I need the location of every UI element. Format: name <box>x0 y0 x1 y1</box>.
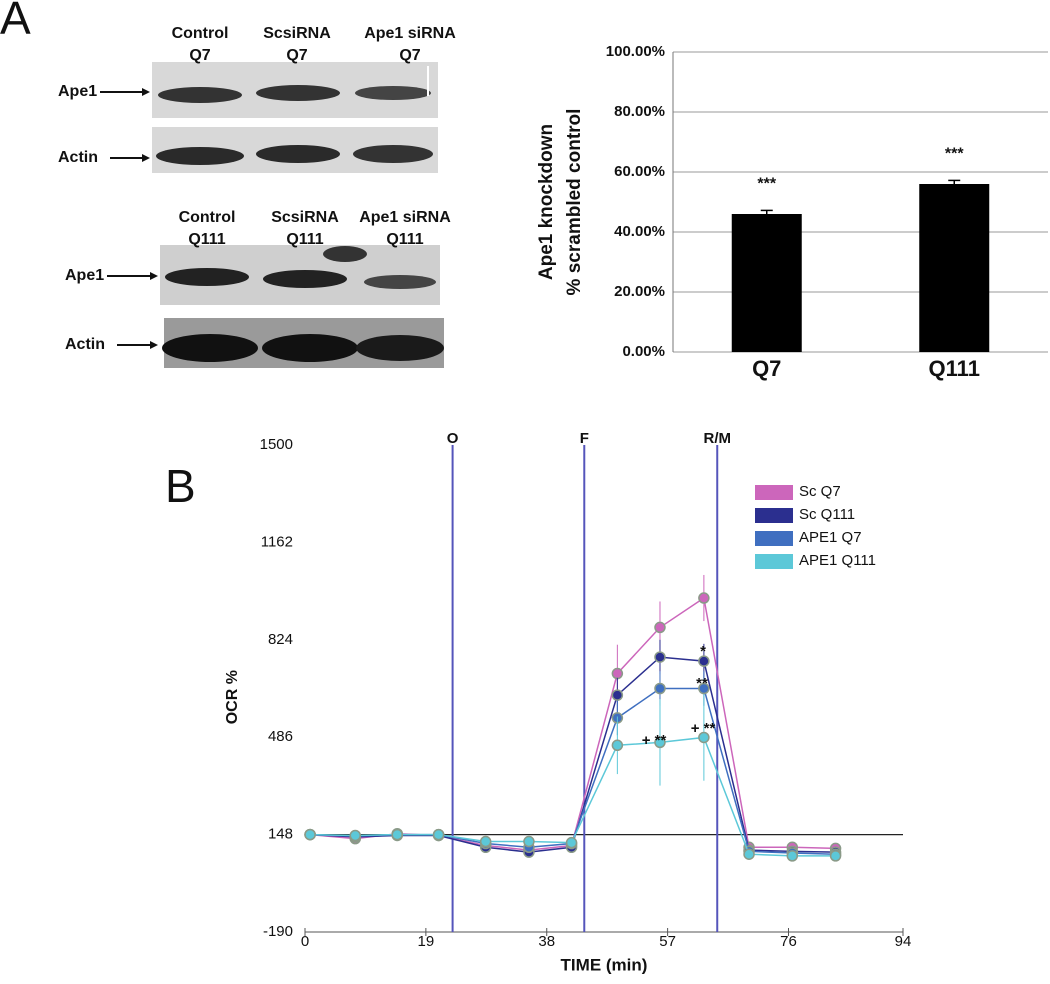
x-tick-label: Q7 <box>752 356 781 381</box>
legend-swatch <box>755 531 793 546</box>
panel-label: A <box>0 0 31 44</box>
series-line <box>310 656 836 853</box>
legend-label: APE1 Q7 <box>799 529 862 546</box>
y-tick-label: 80.00% <box>614 103 665 120</box>
annotation: ** <box>696 675 708 692</box>
marker <box>786 850 799 862</box>
y-tick-label: 486 <box>268 728 293 745</box>
y-tick-label: -190 <box>263 923 293 940</box>
marker <box>743 848 755 860</box>
marker <box>698 731 710 744</box>
arrow-head <box>142 154 150 162</box>
lane-label: ScsiRNA <box>271 209 339 226</box>
y-tick-label: 824 <box>268 631 293 648</box>
series-line <box>310 687 836 855</box>
arrow-head <box>150 341 158 349</box>
legend-swatch <box>755 554 793 569</box>
panel-label: B <box>165 460 196 512</box>
y-axis-label: OCR % <box>224 670 241 724</box>
lane-label: Control <box>172 25 229 42</box>
y-tick-label: 100.00% <box>606 43 665 60</box>
legend-swatch <box>755 508 793 523</box>
bar <box>731 214 802 352</box>
x-tick-label: 57 <box>659 933 676 950</box>
lane-label: Q111 <box>188 231 225 248</box>
marker <box>654 651 666 663</box>
marker <box>654 736 666 749</box>
row-label: Actin <box>58 149 98 166</box>
marker <box>565 836 578 849</box>
y-axis-label: % scrambled control <box>564 109 585 296</box>
row-label: Actin <box>65 336 105 353</box>
marker <box>698 682 710 695</box>
y-tick-label: 1500 <box>260 436 293 453</box>
marker <box>523 835 535 848</box>
arrow-head <box>142 88 150 96</box>
marker <box>391 828 403 841</box>
annotation: * <box>700 643 706 660</box>
y-tick-label: 1162 <box>261 533 293 550</box>
legend-label: APE1 Q111 <box>799 552 876 569</box>
blot-image <box>152 62 438 173</box>
x-tick-label: 76 <box>780 933 797 950</box>
marker <box>611 739 624 752</box>
legend-label: Sc Q111 <box>799 506 855 523</box>
lane-label: Ape1 siRNA <box>364 25 456 42</box>
y-tick-label: 0.00% <box>622 343 665 360</box>
significance: *** <box>757 176 776 193</box>
marker <box>611 667 624 680</box>
marker <box>654 621 666 634</box>
x-tick-label: 19 <box>418 933 435 950</box>
event-label: O <box>447 430 459 447</box>
marker <box>654 682 666 695</box>
y-tick-label: 148 <box>268 826 293 843</box>
y-tick-label: 60.00% <box>614 163 665 180</box>
marker <box>304 828 316 841</box>
lane-label: Control <box>179 209 236 226</box>
lane-label: Q7 <box>399 47 420 64</box>
event-label: F <box>580 430 589 447</box>
row-label: Ape1 <box>58 83 97 100</box>
lane-label: Q7 <box>189 47 210 64</box>
x-tick-label: 0 <box>301 933 309 950</box>
marker <box>698 592 710 604</box>
marker <box>829 850 842 862</box>
y-tick-label: 40.00% <box>614 223 665 240</box>
x-tick-label: 94 <box>895 933 912 950</box>
legend-label: Sc Q7 <box>799 483 841 500</box>
marker <box>611 689 624 701</box>
marker <box>698 655 710 667</box>
blot-image <box>160 245 444 368</box>
lane-label: Q7 <box>286 47 307 64</box>
annotation: + ** <box>691 720 716 737</box>
y-axis-label: Ape1 knockdown <box>536 124 557 280</box>
lane-label: Q111 <box>386 231 423 248</box>
row-label: Ape1 <box>65 267 104 284</box>
marker <box>432 828 445 841</box>
bar <box>919 184 990 352</box>
lane-label: Q111 <box>286 231 323 248</box>
marker <box>349 829 362 842</box>
annotation: + ** <box>642 732 667 749</box>
significance: *** <box>945 146 964 163</box>
legend-swatch <box>755 485 793 500</box>
lane-label: Ape1 siRNA <box>359 209 451 226</box>
x-tick-label: 38 <box>538 933 555 950</box>
arrow-head <box>150 272 158 280</box>
y-tick-label: 20.00% <box>614 283 665 300</box>
x-tick-label: Q111 <box>929 356 980 381</box>
x-axis-label: TIME (min) <box>561 955 648 974</box>
lane-label: ScsiRNA <box>263 25 331 42</box>
marker <box>479 835 492 848</box>
event-label: R/M <box>703 430 731 447</box>
series-line <box>310 596 836 851</box>
